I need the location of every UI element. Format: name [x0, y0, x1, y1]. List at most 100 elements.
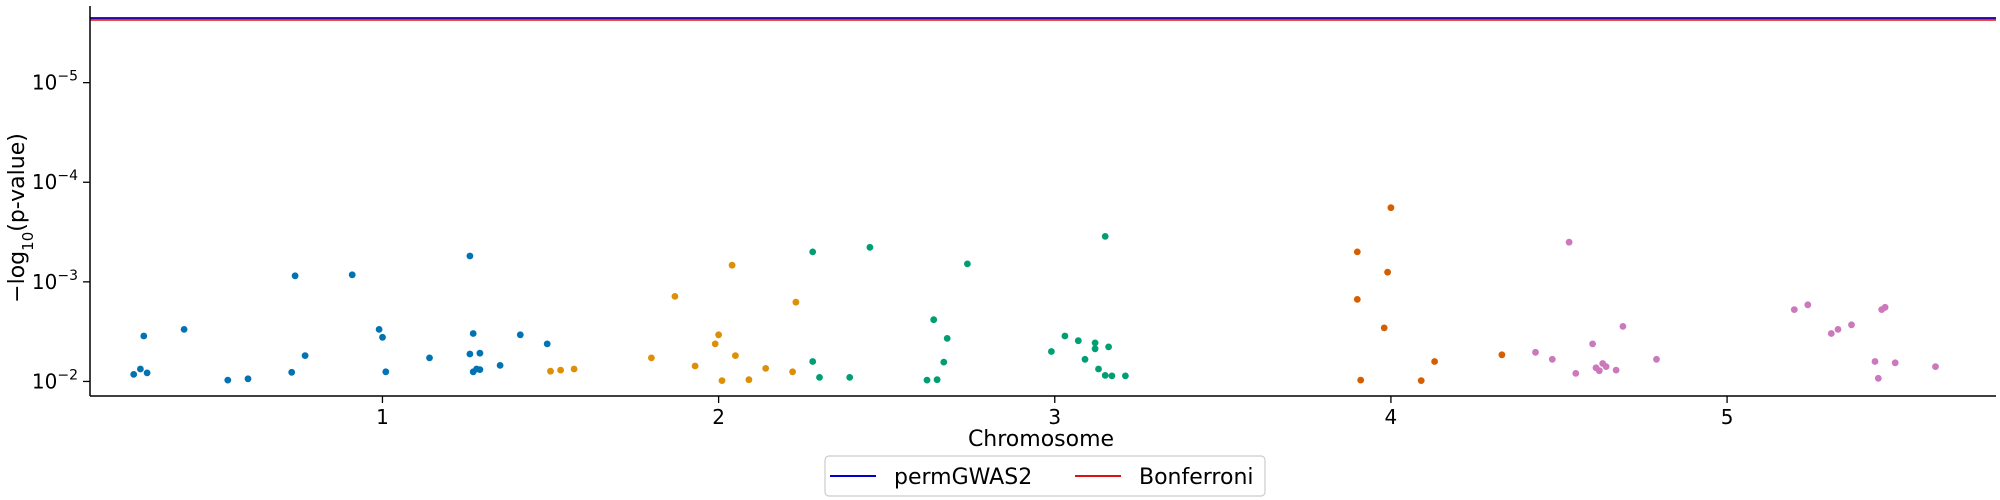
data-point-chr4: [1357, 376, 1365, 384]
data-point-chr3: [809, 248, 817, 256]
data-point-chr3: [816, 374, 823, 381]
data-point-chr5: [1881, 303, 1889, 311]
data-point-chr5: [1602, 363, 1610, 370]
data-point-chr3: [1081, 355, 1089, 363]
data-point-chr5: [1874, 374, 1882, 382]
data-point-chr3: [933, 376, 941, 384]
data-point-chr2: [762, 365, 770, 372]
data-point-chr5: [1790, 306, 1798, 313]
data-point-chr1: [375, 326, 383, 333]
data-point-chr5: [1804, 301, 1812, 309]
data-point-chr5: [1548, 355, 1556, 363]
data-point-chr2: [728, 261, 736, 269]
data-point-chr1: [476, 349, 484, 357]
x-tick-label: 5: [1721, 405, 1734, 429]
legend-label-permgwas2: permGWAS2: [894, 465, 1032, 490]
data-point-chr1: [244, 375, 252, 383]
data-point-chr3: [1061, 332, 1069, 340]
data-point-chr2: [715, 331, 722, 339]
data-point-chr5: [1871, 358, 1879, 365]
data-point-chr3: [1105, 343, 1112, 351]
axes: [89, 6, 1996, 397]
data-point-chr3: [1091, 339, 1099, 347]
data-point-chr2: [792, 298, 800, 306]
data-point-chr1: [379, 333, 386, 341]
legend-box: [824, 455, 1266, 497]
data-point-chr1: [476, 366, 484, 373]
data-point-chr5: [1653, 355, 1660, 363]
data-point-chr2: [671, 293, 679, 300]
data-point-chr3: [1122, 372, 1129, 380]
x-tick-label: 1: [376, 405, 389, 429]
data-point-chr5: [1532, 348, 1539, 356]
data-point-chr3: [1048, 348, 1055, 355]
data-point-chr2: [718, 377, 726, 384]
data-point-chr1: [466, 350, 474, 358]
y-tick-label: 10−4: [32, 168, 78, 194]
y-tick-label: 10−3: [32, 268, 78, 294]
data-point-chr5: [1827, 330, 1835, 337]
data-point-chr5: [1891, 359, 1899, 367]
data-point-chr2: [711, 340, 719, 348]
y-tick-label: 10−5: [32, 69, 78, 95]
legend-label-bonferroni: Bonferroni: [1139, 465, 1254, 490]
data-point-chr1: [180, 326, 188, 333]
data-point-chr3: [923, 376, 931, 384]
data-point-chr3: [1101, 233, 1109, 240]
data-point-chr4: [1498, 351, 1506, 359]
data-point-chr1: [291, 272, 299, 280]
data-point-chr1: [288, 368, 296, 376]
markers-layer: [130, 204, 1939, 384]
ticks-layer: 1 2 3 4 5 10−5 10−4 10−3 10−2: [32, 69, 1734, 429]
data-point-chr3: [930, 316, 938, 324]
data-point-chr3: [1108, 372, 1116, 380]
data-point-chr2: [570, 365, 578, 373]
legend: permGWAS2 Bonferroni: [824, 455, 1266, 497]
data-point-chr5: [1572, 370, 1580, 377]
data-point-chr5: [1612, 366, 1620, 374]
data-point-chr1: [516, 331, 524, 339]
x-tick-label: 2: [712, 405, 725, 429]
data-point-chr4: [1431, 358, 1438, 365]
data-point-chr3: [1074, 337, 1082, 345]
threshold-layer: [90, 17, 1996, 21]
data-point-chr5: [1565, 238, 1573, 246]
data-point-chr3: [964, 260, 971, 268]
data-point-chr4: [1353, 296, 1361, 303]
data-point-chr2: [648, 354, 655, 362]
data-point-chr1: [143, 369, 151, 377]
data-point-chr5: [1932, 363, 1939, 370]
data-point-chr3: [809, 358, 817, 365]
data-point-chr1: [496, 362, 504, 369]
data-point-chr4: [1384, 268, 1391, 276]
data-point-chr3: [943, 335, 951, 342]
data-point-chr3: [1101, 372, 1109, 379]
x-tick-label: 4: [1385, 405, 1398, 429]
data-point-chr4: [1387, 204, 1395, 212]
data-point-chr1: [426, 354, 433, 362]
data-point-chr3: [1091, 345, 1099, 353]
data-point-chr5: [1595, 367, 1603, 375]
data-point-chr4: [1417, 377, 1425, 384]
data-point-chr5: [1848, 321, 1855, 329]
data-point-chr1: [469, 330, 477, 337]
data-point-chr2: [732, 352, 739, 359]
data-point-chr5: [1589, 340, 1596, 348]
data-point-chr1: [140, 332, 148, 340]
data-point-chr1: [130, 371, 138, 378]
data-point-chr1: [466, 252, 474, 260]
data-point-chr2: [691, 362, 699, 370]
data-point-chr5: [1834, 326, 1842, 333]
data-point-chr3: [940, 358, 948, 366]
data-point-chr4: [1380, 324, 1388, 332]
data-point-chr1: [224, 376, 232, 384]
data-point-chr2: [547, 367, 554, 375]
data-point-chr3: [866, 243, 874, 251]
data-point-chr1: [137, 365, 144, 373]
data-point-chr4: [1353, 248, 1361, 256]
y-tick-label: 10−2: [32, 367, 78, 393]
data-point-chr1: [543, 340, 551, 348]
data-point-chr2: [789, 368, 796, 376]
data-point-chr3: [846, 374, 854, 381]
